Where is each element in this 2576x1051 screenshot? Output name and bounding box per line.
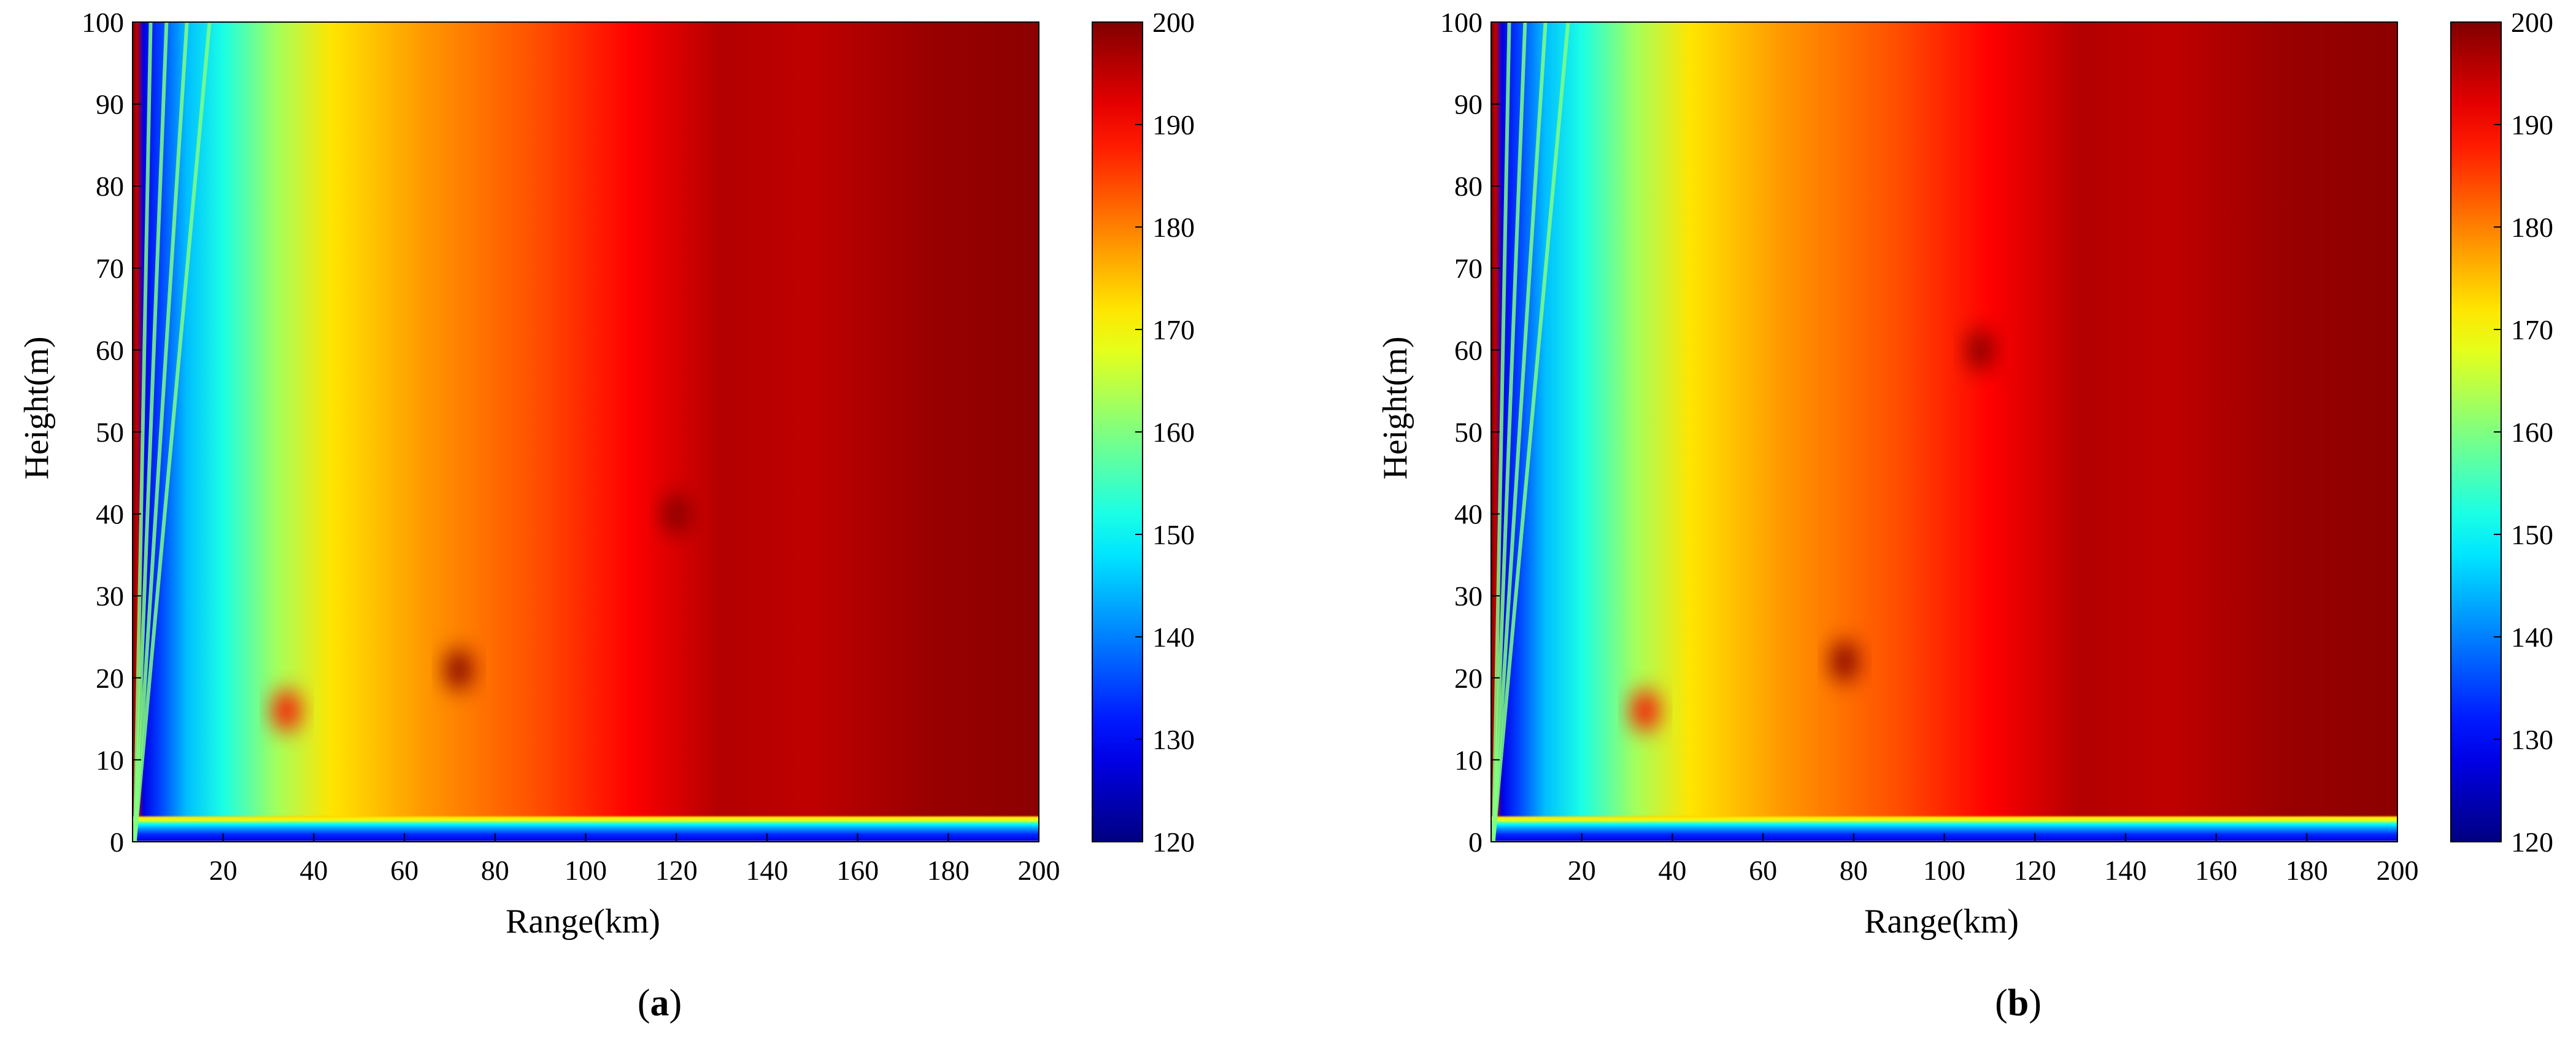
y-tick-label: 90 [96, 89, 124, 120]
x-tick-label: 200 [1018, 855, 1060, 886]
interference-streak [1491, 21, 1527, 842]
hotspot [1632, 690, 1659, 732]
hotspot [1967, 329, 1994, 371]
x-tick-label: 80 [481, 855, 509, 886]
colorbar-tick-label: 200 [2511, 7, 2553, 38]
x-tick-label: 140 [746, 855, 788, 886]
y-tick-label: 80 [96, 171, 124, 202]
y-tick-label: 40 [1454, 499, 1483, 530]
heatmap-chart-b: 20 40 60 80 100 120 140 160 180 200 0 10 20 30 40 50 60… [1376, 7, 2553, 941]
y-tick-label: 60 [1454, 334, 1483, 366]
interference-streak [133, 21, 169, 842]
y-tick-label: 70 [96, 253, 124, 284]
interference-streak [133, 21, 153, 842]
colorbar-tick-label: 160 [2511, 417, 2553, 448]
y-tick-label: 40 [96, 499, 124, 530]
hotspot [1831, 641, 1859, 683]
x-tick-label: 100 [565, 855, 607, 886]
colorbar-tick-label: 170 [1152, 314, 1195, 345]
x-tick-label: 140 [2104, 855, 2146, 886]
x-tick-label: 40 [299, 855, 328, 886]
colorbar-tick-label: 180 [1152, 212, 1195, 243]
x-tick-label: 80 [1840, 855, 1868, 886]
colorbar-tick-label: 120 [1152, 826, 1195, 858]
hotspot [663, 493, 690, 535]
x-tick-label: 40 [1658, 855, 1686, 886]
colorbar-tick-label: 120 [2511, 826, 2553, 858]
x-tick-label: 60 [390, 855, 418, 886]
x-axis-label: Range(km) [506, 903, 660, 941]
panel-a: 20 40 60 80 100 120 140 160 180 200 0 10 20 30 40 50 60… [18, 7, 1195, 1024]
duct-band [133, 694, 1039, 842]
x-tick-label: 100 [1923, 855, 1965, 886]
y-tick-label: 10 [96, 744, 124, 776]
heatmap-chart-a: 20 40 60 80 100 120 140 160 180 200 0 10 20 30 40 50 60… [18, 7, 1195, 941]
x-tick-label: 180 [927, 855, 970, 886]
colorbar-tick-label: 190 [2511, 109, 2553, 141]
interference-streak [133, 21, 189, 842]
y-tick-label: 80 [1454, 171, 1483, 202]
x-tick-label: 120 [2014, 855, 2056, 886]
colorbar-tick-label: 150 [2511, 519, 2553, 550]
y-tick-label: 90 [1454, 89, 1483, 120]
panel-b: 20 40 60 80 100 120 140 160 180 200 0 10 20 30 40 50 60… [1359, 0, 2576, 1051]
y-tick-label: 20 [96, 663, 124, 694]
y-tick-label: 100 [1440, 7, 1483, 38]
y-tick-label: 0 [1468, 826, 1483, 858]
colorbar-tick-label: 150 [1152, 519, 1195, 550]
x-axis-label: Range(km) [1864, 903, 2019, 941]
interference-streak [1491, 21, 1570, 842]
interference-streak [133, 21, 212, 842]
duct-band [1491, 694, 2397, 842]
hotspot [445, 649, 472, 691]
y-tick-label: 30 [96, 580, 124, 612]
colorbar-tick-label: 140 [2511, 622, 2553, 653]
colorbar-tick-label: 200 [1152, 7, 1195, 38]
x-tick-label: 160 [836, 855, 879, 886]
colorbar-tick-label: 160 [1152, 417, 1195, 448]
x-tick-label: 20 [209, 855, 237, 886]
y-tick-label: 0 [110, 826, 124, 858]
y-tick-label: 20 [1454, 663, 1483, 694]
colorbar-tick-label: 130 [2511, 724, 2553, 755]
x-tick-label: 60 [1749, 855, 1777, 886]
x-tick-label: 20 [1568, 855, 1596, 886]
y-tick-label: 70 [1454, 253, 1483, 284]
colorbar [1092, 21, 1143, 842]
colorbar-tick-label: 190 [1152, 109, 1195, 141]
colorbar-tick-label: 130 [1152, 724, 1195, 755]
hotspot [273, 690, 301, 732]
x-tick-label: 120 [655, 855, 698, 886]
colorbar-tick-label: 170 [2511, 314, 2553, 345]
y-tick-label: 100 [82, 7, 124, 38]
panel-caption-b: (b) [1995, 982, 2042, 1024]
y-axis-label: Height(m) [18, 336, 56, 479]
colorbar [2450, 21, 2502, 842]
x-tick-label: 160 [2195, 855, 2237, 886]
interference-streak [1491, 21, 1511, 842]
y-tick-label: 50 [96, 417, 124, 448]
x-tick-label: 180 [2286, 855, 2328, 886]
colorbar-tick-label: 140 [1152, 622, 1195, 653]
y-tick-label: 10 [1454, 744, 1483, 776]
y-tick-label: 60 [96, 334, 124, 366]
interference-streak [1491, 21, 1548, 842]
y-tick-label: 50 [1454, 417, 1483, 448]
colorbar-tick-label: 180 [2511, 212, 2553, 243]
x-tick-label: 200 [2377, 855, 2419, 886]
y-axis-label: Height(m) [1376, 336, 1414, 479]
panel-caption-a: (a) [637, 982, 682, 1024]
y-tick-label: 30 [1454, 580, 1483, 612]
